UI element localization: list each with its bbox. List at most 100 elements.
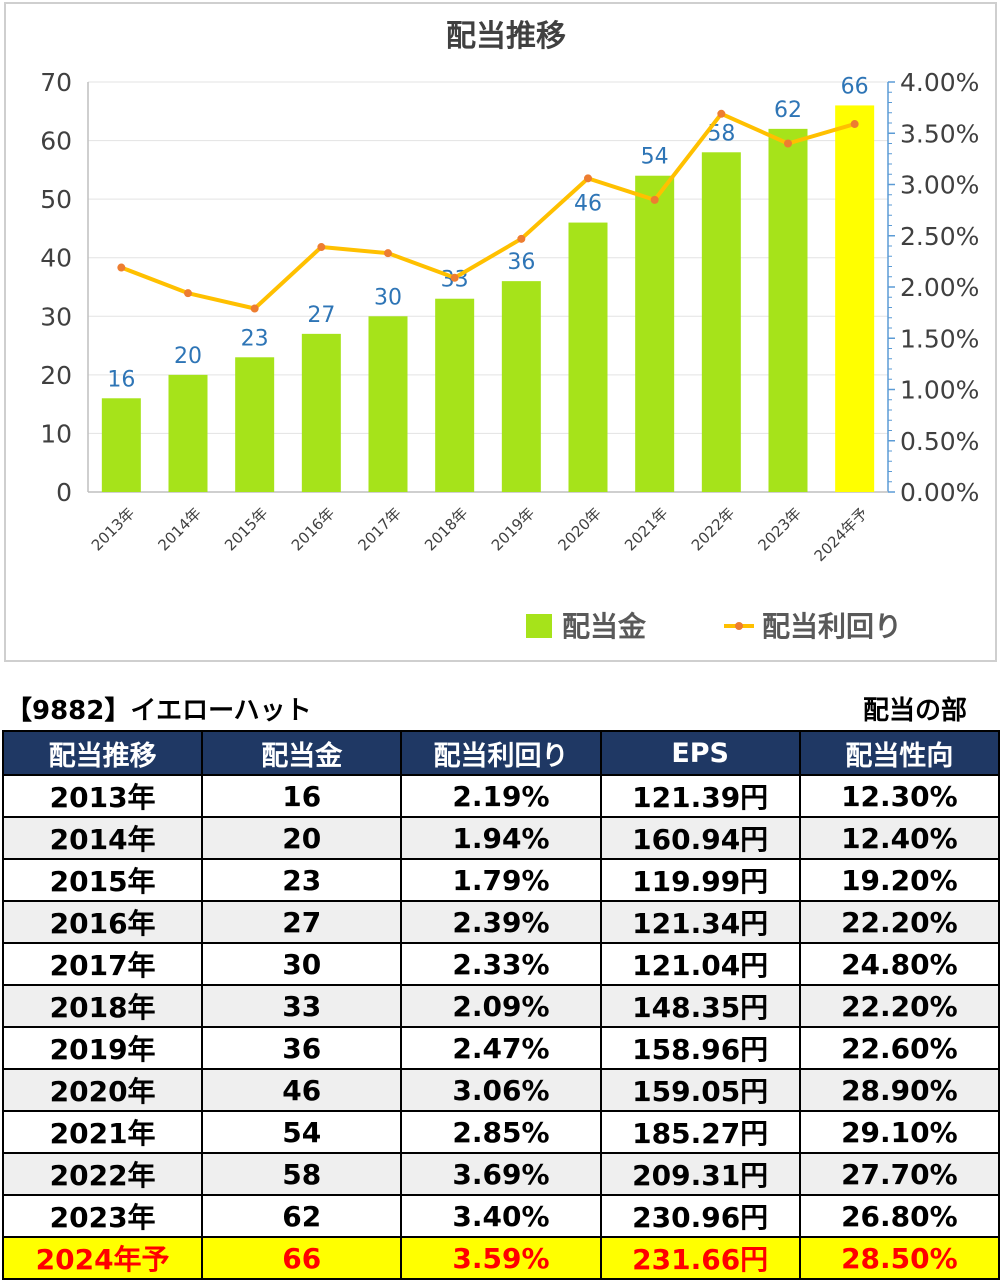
year-cell: 2024年予 — [1, 1236, 204, 1280]
left-tick-label: 40 — [40, 244, 72, 273]
yield-point — [117, 263, 126, 272]
yield-cell: 2.85% — [400, 1110, 602, 1154]
right-tick-label: 3.50% — [900, 119, 979, 148]
table-row: 2014年 20 1.94% 160.94円 12.40% — [1, 816, 1001, 860]
year-cell: 2020年 — [1, 1068, 204, 1112]
bar-value-label: 62 — [774, 98, 802, 123]
left-tick-label: 0 — [56, 478, 72, 507]
table-body: 2013年 16 2.19% 121.39円 12.30% 2014年 20 1.94% 160… — [1, 774, 1001, 1280]
yield-point — [584, 174, 592, 183]
eps-cell: 230.96円 — [599, 1194, 801, 1238]
left-tick-label: 60 — [40, 127, 72, 156]
year-cell: 2015年 — [1, 858, 204, 902]
dividend-cell: 16 — [201, 774, 403, 818]
x-tick-label: 2024年予 — [811, 504, 872, 565]
chart-title: 配当推移 — [446, 19, 566, 54]
yield-cell: 3.69% — [400, 1152, 602, 1196]
bar — [101, 398, 141, 492]
right-tick-label: 2.00% — [900, 273, 979, 302]
yield-point — [184, 289, 192, 298]
left-tick-label: 30 — [40, 302, 72, 331]
table-row: 2022年 58 3.69% 209.31円 27.70% — [1, 1152, 1001, 1196]
year-cell: 2022年 — [1, 1152, 204, 1196]
yield-cell: 2.19% — [400, 774, 602, 818]
left-tick-label: 20 — [40, 361, 72, 390]
bar-value-label: 30 — [374, 285, 402, 310]
year-cell: 2023年 — [1, 1194, 204, 1238]
yield-cell: 2.47% — [400, 1026, 602, 1070]
x-tick-label: 2019年 — [488, 504, 538, 554]
bar — [501, 281, 541, 492]
eps-cell: 121.04円 — [599, 942, 801, 986]
table-row: 2019年 36 2.47% 158.96円 22.60% — [1, 1026, 1001, 1070]
dividend-cell: 30 — [201, 942, 403, 986]
yield-point — [717, 109, 726, 118]
yield-cell: 2.39% — [400, 900, 602, 944]
dividend-cell: 27 — [201, 900, 403, 944]
yield-cell: 2.09% — [400, 984, 602, 1028]
left-tick-label: 50 — [40, 185, 72, 214]
eps-cell: 148.35円 — [599, 984, 801, 1028]
bar — [368, 316, 408, 492]
table-header-row: 配当推移 配当金 配当利回り EPS 配当性向 — [1, 730, 1001, 776]
eps-cell: 158.96円 — [599, 1026, 801, 1070]
payout-cell: 12.30% — [798, 774, 1001, 818]
dividend-cell: 33 — [201, 984, 403, 1028]
bar — [568, 222, 608, 493]
year-cell: 2017年 — [1, 942, 204, 986]
header-eps: EPS — [599, 730, 801, 776]
legend-swatch-dividend — [526, 614, 552, 638]
dividend-cell: 66 — [201, 1236, 403, 1280]
eps-cell: 160.94円 — [599, 816, 801, 860]
eps-cell: 209.31円 — [599, 1152, 801, 1196]
dividend-cell: 54 — [201, 1110, 403, 1154]
yield-cell: 3.59% — [400, 1236, 602, 1280]
right-tick-label: 2.50% — [900, 222, 979, 251]
dividend-cell: 36 — [201, 1026, 403, 1070]
yield-point — [850, 120, 859, 129]
legend-label-dividend: 配当金 — [562, 610, 647, 643]
x-tick-label: 2015年 — [221, 504, 271, 554]
yield-cell: 1.79% — [400, 858, 602, 902]
year-cell: 2019年 — [1, 1026, 204, 1070]
payout-cell: 29.10% — [798, 1110, 1001, 1154]
right-tick-label: 4.00% — [900, 68, 979, 97]
yield-line — [120, 111, 856, 311]
x-tick-label: 2017年 — [354, 504, 404, 554]
yield-point — [450, 273, 459, 282]
year-cell: 2016年 — [1, 900, 204, 944]
bar-value-label: 23 — [241, 326, 269, 351]
bar — [168, 374, 208, 492]
x-tick-label: 2023年 — [754, 504, 804, 554]
bar — [435, 298, 475, 492]
header-yield: 配当利回り — [400, 730, 602, 776]
payout-cell: 26.80% — [798, 1194, 1001, 1238]
table-row: 2021年 54 2.85% 185.27円 29.10% — [1, 1110, 1001, 1154]
eps-cell: 185.27円 — [599, 1110, 801, 1154]
right-tick-label: 1.00% — [900, 376, 979, 405]
bar — [701, 152, 741, 493]
table-row: 2020年 46 3.06% 159.05円 28.90% — [1, 1068, 1001, 1112]
x-tick-label: 2020年 — [554, 504, 604, 554]
year-cell: 2021年 — [1, 1110, 204, 1154]
yield-point — [650, 195, 659, 204]
payout-cell: 22.20% — [798, 984, 1001, 1028]
x-tick-label: 2021年 — [621, 504, 671, 554]
payout-cell: 27.70% — [798, 1152, 1001, 1196]
table-row: 2023年 62 3.40% 230.96円 26.80% — [1, 1194, 1001, 1238]
payout-cell: 22.20% — [798, 900, 1001, 944]
payout-cell: 28.90% — [798, 1068, 1001, 1112]
right-tick-label: 0.00% — [900, 478, 979, 507]
dividend-cell: 20 — [201, 816, 403, 860]
x-tick-label: 2014年 — [154, 504, 204, 554]
table-row: 2024年予 66 3.59% 231.66円 28.50% — [1, 1236, 1001, 1280]
x-tick-label: 2018年 — [421, 504, 471, 554]
legend-marker-yield — [735, 622, 743, 630]
table-row: 2016年 27 2.39% 121.34円 22.20% — [1, 900, 1001, 944]
payout-cell: 22.60% — [798, 1026, 1001, 1070]
header-dividend: 配当金 — [201, 730, 403, 776]
eps-cell: 121.39円 — [599, 774, 801, 818]
table-row: 2017年 30 2.33% 121.04円 24.80% — [1, 942, 1001, 986]
year-cell: 2018年 — [1, 984, 204, 1028]
bar — [835, 105, 875, 492]
